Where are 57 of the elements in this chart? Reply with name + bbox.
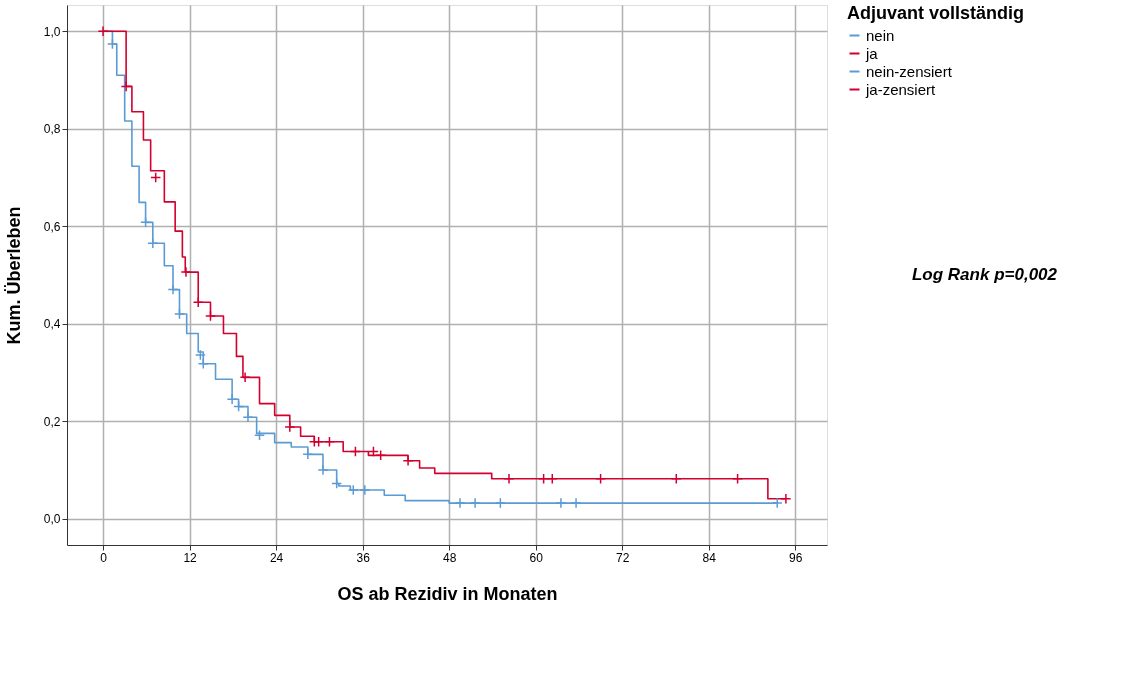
point <box>331 478 343 490</box>
point <box>546 473 558 485</box>
point <box>402 455 414 467</box>
point <box>254 429 266 441</box>
point <box>106 38 118 50</box>
x-tick-label: 60 <box>529 550 544 565</box>
point <box>150 172 162 184</box>
legend-label: nein-zensiert <box>866 62 953 80</box>
y-tick-label: 0,6 <box>43 219 61 234</box>
x-tick-label: 0 <box>100 550 108 565</box>
point <box>349 445 361 457</box>
point <box>302 448 314 460</box>
x-tick-label: 12 <box>183 550 198 565</box>
x-tick-label: 24 <box>269 550 284 565</box>
x-axis-title: OS ab Rezidiv in Monaten <box>337 583 558 604</box>
point <box>284 421 296 433</box>
y-tick-label: 0,0 <box>43 512 61 527</box>
point <box>454 497 466 509</box>
point <box>205 310 216 322</box>
text: Log Rank p=0,002 <box>911 265 1058 284</box>
point <box>732 473 744 485</box>
point <box>494 497 506 509</box>
point <box>173 308 185 320</box>
y-tick-label: 0,4 <box>43 317 61 332</box>
x-tick-label: 48 <box>442 550 457 565</box>
point <box>194 349 206 361</box>
point <box>167 284 179 296</box>
point <box>140 216 152 228</box>
legend-label: ja-zensiert <box>865 80 937 98</box>
x-tick-label: 84 <box>702 550 717 565</box>
y-axis-title: Kum. Überleben <box>3 206 24 345</box>
x-tick-label: 72 <box>616 550 630 565</box>
legend-label: ja <box>865 44 879 62</box>
point <box>570 497 582 509</box>
point <box>242 411 254 423</box>
point <box>670 473 682 485</box>
point <box>780 493 792 505</box>
y-tick-label: 1,0 <box>43 24 61 39</box>
point <box>147 237 159 249</box>
point <box>317 464 329 476</box>
point <box>197 358 209 370</box>
point <box>469 497 481 509</box>
legend-title: Adjuvant vollständig <box>847 3 1025 23</box>
point <box>538 473 550 485</box>
y-tick-label: 0,2 <box>43 414 61 429</box>
point <box>120 80 132 92</box>
point <box>359 484 371 496</box>
y-tick-label: 0,8 <box>43 122 61 137</box>
x-tick-label: 36 <box>356 550 371 565</box>
point <box>595 473 607 485</box>
point <box>555 497 567 509</box>
legend-label: nein <box>866 26 895 44</box>
point <box>347 484 359 496</box>
x-tick-label: 96 <box>789 550 803 565</box>
point <box>323 436 335 448</box>
point <box>97 25 109 37</box>
point <box>771 497 783 509</box>
